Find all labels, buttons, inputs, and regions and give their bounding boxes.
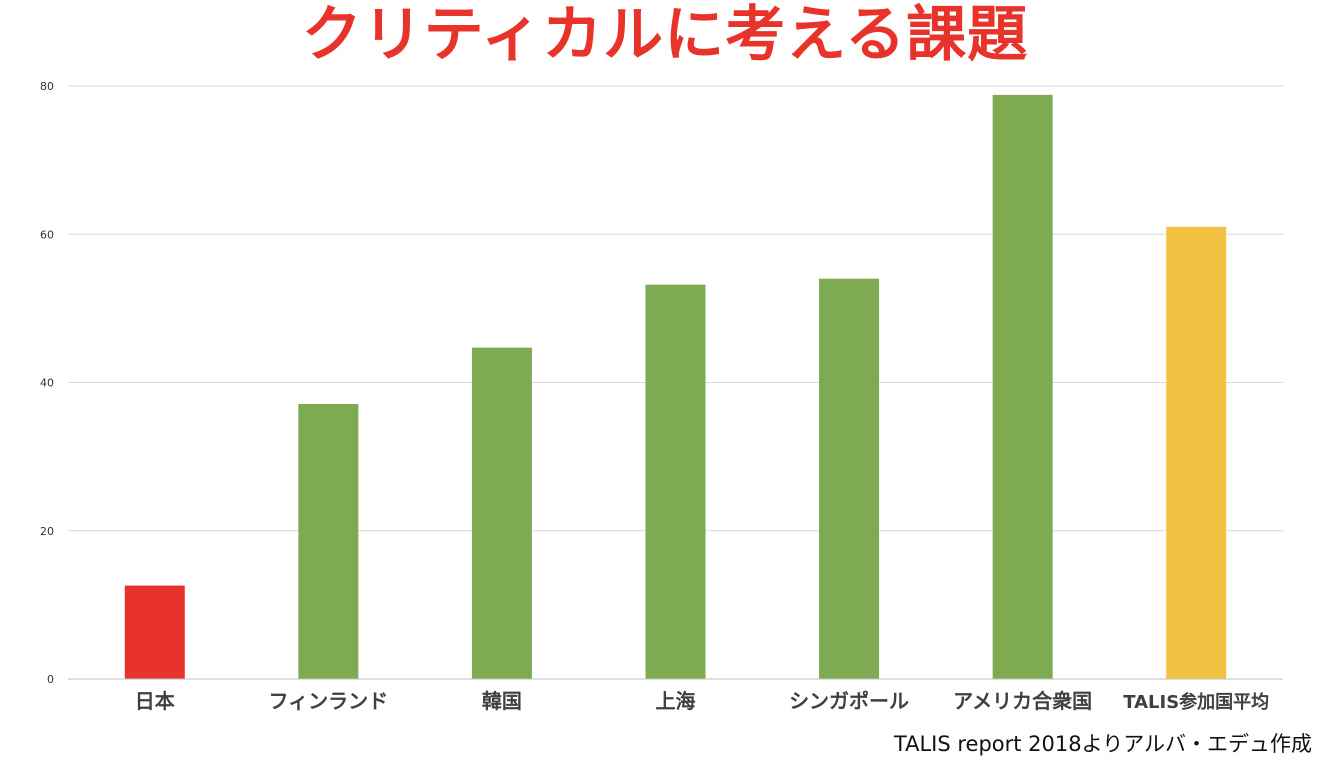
bar-2 (298, 403, 359, 679)
category-label-6: アメリカ合衆国 (953, 689, 1092, 713)
y-tick-label: 40 (40, 377, 54, 390)
category-label-2: フィンランド (269, 689, 389, 713)
y-tick-label: 20 (40, 525, 54, 538)
bar-7 (1166, 226, 1227, 679)
y-axis-ticks: 0 20 40 60 80 (40, 80, 54, 686)
bar-5 (819, 278, 880, 679)
bar-1 (124, 585, 185, 679)
bar-4 (645, 284, 706, 679)
bar-3 (471, 347, 532, 679)
x-axis-labels: 日本 フィンランド 韓国 上海 シンガポール アメリカ合衆国 TALIS参加国平均 (135, 689, 1269, 713)
y-tick-label: 60 (40, 228, 54, 241)
slide-title: クリティカルに考える課題 (301, 0, 1029, 70)
bars (124, 94, 1227, 679)
y-tick-label: 80 (40, 80, 54, 93)
source-note: TALIS report 2018よりアルバ・エデュ作成 (893, 732, 1312, 756)
category-label-4: 上海 (656, 689, 696, 713)
category-label-5: シンガポール (789, 689, 909, 713)
category-label-7: TALIS参加国平均 (1123, 691, 1269, 713)
category-label-3: 韓国 (482, 689, 522, 713)
bar-6 (992, 94, 1053, 679)
y-tick-label: 0 (47, 673, 54, 686)
category-label-1: 日本 (135, 689, 175, 713)
